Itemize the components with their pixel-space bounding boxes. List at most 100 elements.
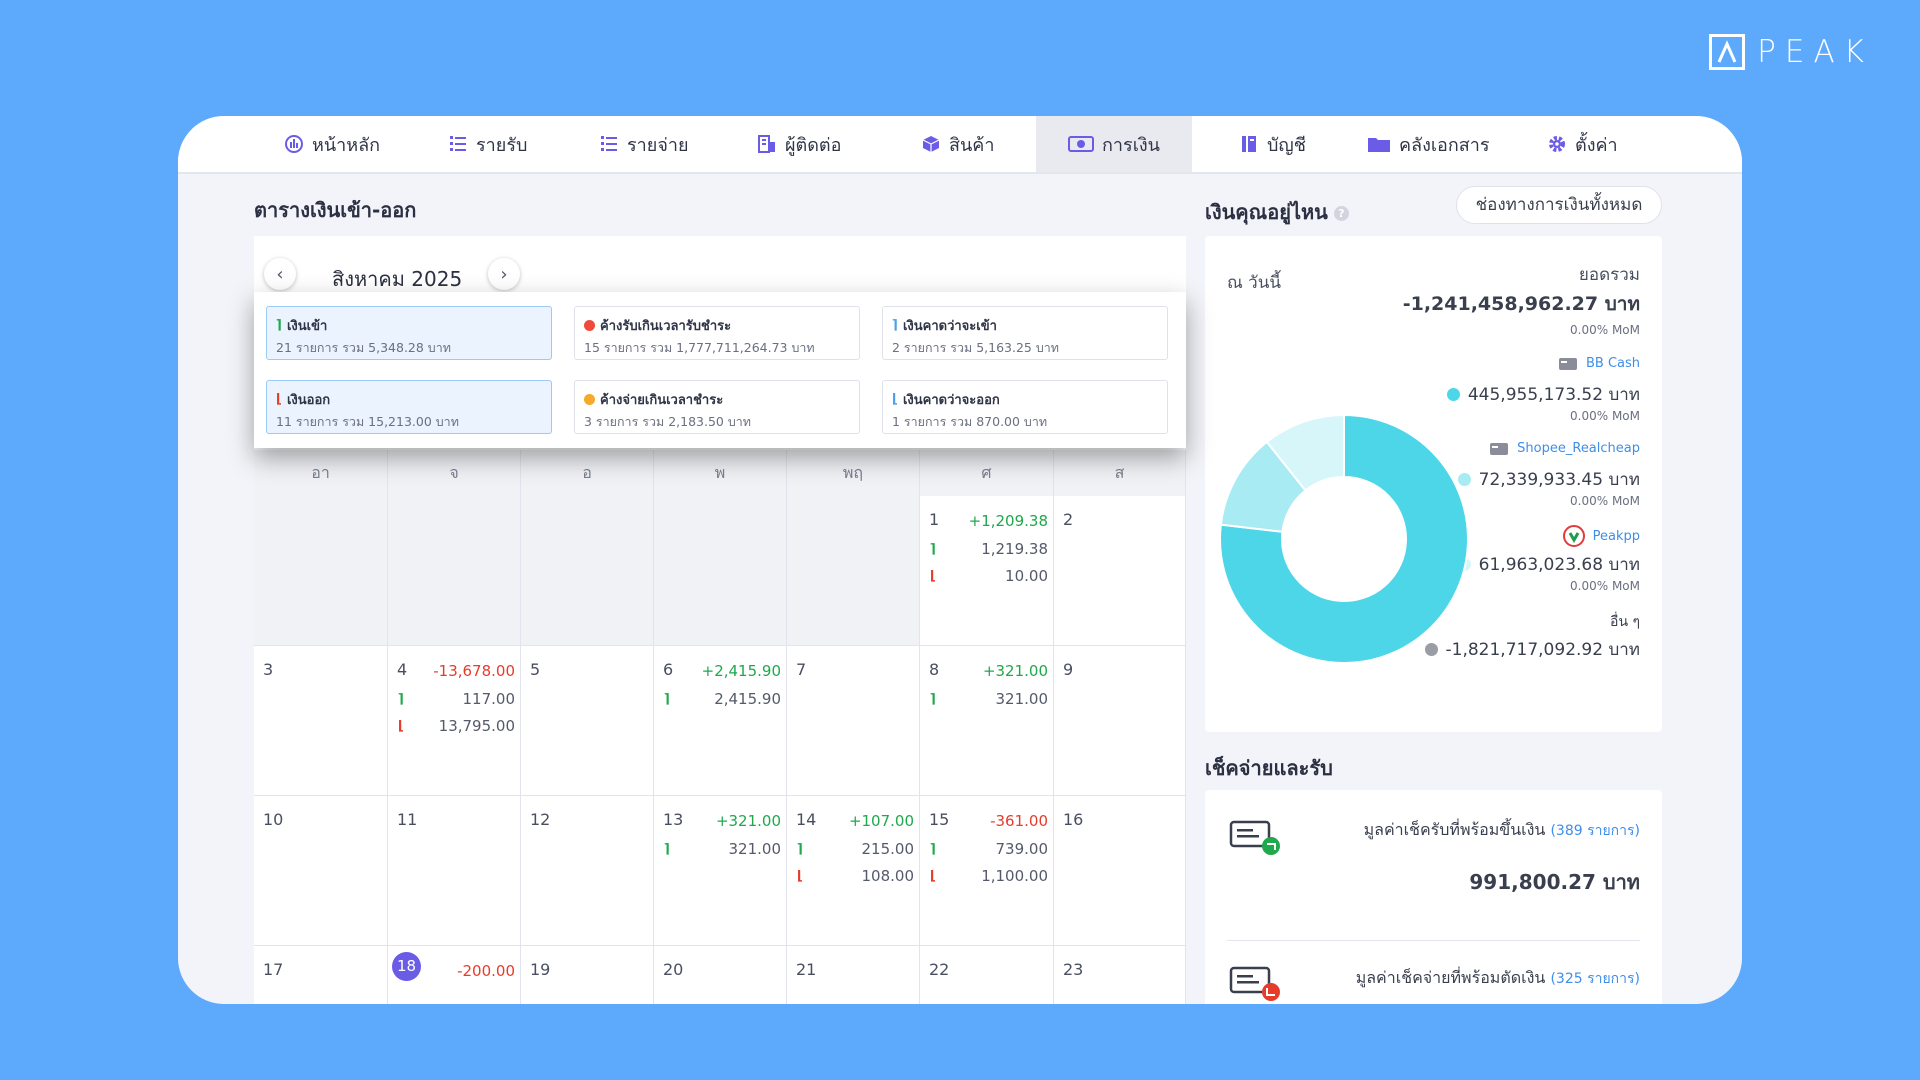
help-icon[interactable]: ? — [1333, 206, 1349, 221]
weekday-header: จ — [388, 450, 521, 496]
check-receive-value: 991,800.27 บาท — [1469, 870, 1640, 894]
money-out-value: 1,100.00 — [981, 867, 1048, 885]
divider — [1227, 940, 1640, 941]
brand-name: PEAK — [1757, 34, 1873, 70]
money-location-panel: ณ วันนี้ ยอดรวม -1,241,458,962.27 บาท 0.… — [1205, 236, 1662, 732]
account-peakpp[interactable]: Peakpp — [1562, 525, 1640, 547]
calendar-day-cell[interactable]: 16 — [1054, 796, 1186, 946]
day-money-in: ⌉ 321.00 — [930, 690, 1048, 708]
nav-item-contacts[interactable]: ผู้ติดต่อ — [757, 116, 841, 172]
donut-slice-peakpp[interactable] — [1265, 414, 1345, 492]
check-receive-count[interactable]: (389 รายการ) — [1550, 823, 1640, 839]
nav-item-documents[interactable]: คลังเอกสาร — [1367, 116, 1489, 172]
check-pay-row: มูลค่าเช็คจ่ายที่พร้อมตัดเงิน (325 รายกา… — [1356, 966, 1640, 991]
check-pay-count[interactable]: (325 รายการ) — [1550, 971, 1640, 987]
ledger-book-icon — [1242, 136, 1256, 152]
nav-item-expense[interactable]: รายจ่าย — [599, 116, 689, 172]
nav-label: การเงิน — [1102, 134, 1160, 156]
nav-item-accounting[interactable]: บัญชี — [1239, 116, 1306, 172]
calendar-day-cell[interactable]: 7 — [787, 646, 920, 796]
money-out-icon: ⌊ — [797, 869, 803, 884]
calendar-day-cell[interactable]: 8 +321.00 ⌉ 321.00 — [920, 646, 1054, 796]
calendar-day-cell[interactable]: 2 — [1054, 496, 1186, 646]
calendar-header: ‹ สิงหาคม 2025 › — [254, 236, 1186, 294]
money-out-value: 10.00 — [1005, 567, 1048, 585]
calendar-day-cell[interactable]: 23 — [1054, 946, 1186, 1004]
calendar-day-cell[interactable]: 21 — [787, 946, 920, 1004]
nav-label: คลังเอกสาร — [1399, 134, 1490, 156]
money-in-value: 321.00 — [728, 840, 782, 858]
money-in-icon: ⌉ — [664, 692, 670, 707]
calendar-day-cell[interactable]: 6 +2,415.90 ⌉ 2,415.90 — [654, 646, 787, 796]
check-pay-icon — [1229, 966, 1280, 1001]
day-number: 20 — [663, 960, 684, 979]
checks-panel: มูลค่าเช็ครับที่พร้อมขึ้นเงิน (389 รายกา… — [1205, 790, 1662, 1004]
calendar-day-cell[interactable]: 9 — [1054, 646, 1186, 796]
day-number: 21 — [796, 960, 817, 979]
nav-item-home[interactable]: หน้าหลัก — [284, 116, 380, 172]
calendar-day-cell[interactable]: 15 -361.00 ⌉ 739.00 ⌊ 1,100.00 — [920, 796, 1054, 946]
calendar-day-cell[interactable]: 5 — [521, 646, 654, 796]
red-dot-icon — [584, 320, 595, 331]
calendar-day-cell[interactable]: 14 +107.00 ⌉ 215.00 ⌊ 108.00 — [787, 796, 920, 946]
calendar-empty-cell — [787, 496, 920, 646]
day-net-amount: -361.00 — [990, 812, 1048, 830]
weekday-header: อา — [254, 450, 388, 496]
day-number: 12 — [530, 810, 551, 829]
cashflow-calendar-title: ตารางเงินเข้า-ออก — [254, 198, 417, 222]
calendar-day-cell[interactable]: 3 — [254, 646, 388, 796]
day-number: 1 — [929, 510, 940, 529]
app-window: หน้าหลัก รายรับ รายจ่าย ผู้ติดต่อ สินค้า… — [178, 116, 1742, 1004]
day-money-in: ⌉ 739.00 — [930, 840, 1048, 858]
nav-item-finance[interactable]: การเงิน — [1036, 116, 1192, 172]
day-number: 13 — [663, 810, 684, 829]
prev-month-button[interactable]: ‹ — [264, 258, 296, 290]
summary-card-expected-in[interactable]: ⌉ เงินคาดว่าจะเข้า 2 รายการ รวม 5,163.25 … — [882, 306, 1168, 360]
day-number: 7 — [796, 660, 807, 679]
money-in-icon: ⌉ — [398, 692, 404, 707]
calendar-day-cell[interactable]: 12 — [521, 796, 654, 946]
day-number: 11 — [397, 810, 418, 829]
summary-card-overdue-receivable[interactable]: ค้างรับเกินเวลารับชำระ 15 รายการ รวม 1,7… — [574, 306, 860, 360]
today-day-number: 18 — [392, 952, 421, 981]
summary-card-money-out[interactable]: ⌊ เงินออก 11 รายการ รวม 15,213.00 บาท — [266, 380, 552, 434]
summary-card-money-in[interactable]: ⌉ เงินเข้า 21 รายการ รวม 5,348.28 บาท — [266, 306, 552, 360]
calendar-day-cell[interactable]: 22 — [920, 946, 1054, 1004]
chevron-left-icon: ‹ — [276, 263, 284, 285]
next-month-button[interactable]: › — [488, 258, 520, 290]
calendar-day-cell[interactable]: 4 -13,678.00 ⌉ 117.00 ⌊ 13,795.00 — [388, 646, 521, 796]
calendar-day-cell[interactable]: 13 +321.00 ⌉ 321.00 — [654, 796, 787, 946]
nav-item-income[interactable]: รายรับ — [448, 116, 527, 172]
check-receive-icon — [1229, 820, 1280, 855]
account-mom: 0.00% MoM — [1570, 579, 1640, 593]
expected-out-icon: ⌊ — [892, 392, 898, 407]
calendar-day-cell[interactable]: 18 -200.00 — [388, 946, 521, 1004]
calendar-day-cell[interactable]: 11 — [388, 796, 521, 946]
nav-label: ตั้งค่า — [1575, 134, 1618, 156]
calendar-empty-cell — [388, 496, 521, 646]
nav-label: รายรับ — [476, 134, 528, 156]
dashboard-icon — [285, 135, 303, 153]
money-in-icon: ⌉ — [276, 318, 282, 333]
money-in-value: 321.00 — [995, 690, 1049, 708]
day-number: 3 — [263, 660, 274, 679]
summary-card-overdue-payable[interactable]: ค้างจ่ายเกินเวลาชำระ 3 รายการ รวม 2,183.… — [574, 380, 860, 434]
day-money-in: ⌉ 321.00 — [664, 840, 781, 858]
all-finance-channels-button[interactable]: ช่องทางการเงินทั้งหมด — [1456, 186, 1662, 224]
nav-item-products[interactable]: สินค้า — [921, 116, 994, 172]
calendar-day-cell[interactable]: 1 +1,209.38 ⌉ 1,219.38 ⌊ 10.00 — [920, 496, 1054, 646]
calendar-day-cell[interactable]: 10 — [254, 796, 388, 946]
calendar-day-cell[interactable]: 20 — [654, 946, 787, 1004]
account-bb-cash[interactable]: BB Cash — [1558, 356, 1640, 371]
calendar-empty-cell — [521, 496, 654, 646]
summary-card-expected-out[interactable]: ⌊ เงินคาดว่าจะออก 1 รายการ รวม 870.00 บาท — [882, 380, 1168, 434]
weekday-header: อ — [521, 450, 654, 496]
calendar-day-cell[interactable]: 19 — [521, 946, 654, 1004]
nav-item-settings[interactable]: ตั้งค่า — [1547, 116, 1618, 172]
bank-card-icon — [1490, 442, 1509, 455]
account-mom: 0.00% MoM — [1570, 409, 1640, 423]
donut-slice-bb-cash[interactable] — [1219, 414, 1469, 664]
calendar-day-cell[interactable]: 17 — [254, 946, 388, 1004]
account-shopee-realcheap[interactable]: Shopee_Realcheap — [1489, 441, 1640, 456]
expense-list-icon — [601, 136, 617, 151]
